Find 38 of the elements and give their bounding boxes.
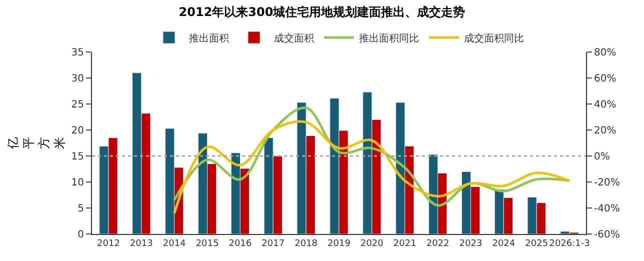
y2-tick-label: 20% [594,126,616,136]
y-tick-label: 35 [71,48,84,58]
y2-tick-label: 0% [594,152,610,162]
y2-tick-label: 40% [594,100,616,110]
x-tick-label: 2018 [294,238,318,249]
x-tick-label: 2020 [360,238,384,249]
x-tick-label: 2025 [525,238,548,249]
legend-label: 推出面积同比 [359,32,419,44]
x-tick-label: 2021 [393,238,416,249]
x-tick-label: 2024 [492,238,516,249]
y-axis-title: 亿平方米 [6,137,67,150]
y2-tick-label: -20% [594,178,620,188]
y-tick-label: 25 [71,100,84,110]
legend-label: 成交面积同比 [464,32,524,44]
x-tick-label: 2016 [228,238,252,249]
x-tick-label: 2023 [459,238,482,249]
x-tick-label: 2014 [162,238,186,249]
x-tick-label: 2015 [196,238,219,249]
y2-tick-label: -40% [594,204,620,214]
y2-tick-label: -60% [594,230,620,240]
y-tick-label: 0 [78,230,84,240]
x-tick-label: 2026:1-3 [549,238,590,249]
x-tick-label: 2013 [130,238,153,249]
x-tick-label: 2019 [328,238,351,249]
line-series [173,120,571,214]
y-tick-label: 30 [71,74,84,84]
x-tick-label: 2022 [426,238,450,249]
legend-label: 成交面积 [274,32,314,44]
y-tick-label: 15 [71,152,84,162]
x-tick-label: 2012 [97,238,120,249]
x-tick-label: 2017 [262,238,285,249]
y-tick-label: 20 [71,126,84,136]
y2-tick-label: 80% [594,48,616,58]
y-tick-label: 10 [71,178,84,188]
y-tick-label: 5 [78,204,84,214]
chart-title: 2012年以来300城住宅用地规划建面推出、成交走势 [178,5,466,20]
legend-label: 推出面积 [189,32,229,44]
y2-tick-label: 60% [594,74,616,84]
